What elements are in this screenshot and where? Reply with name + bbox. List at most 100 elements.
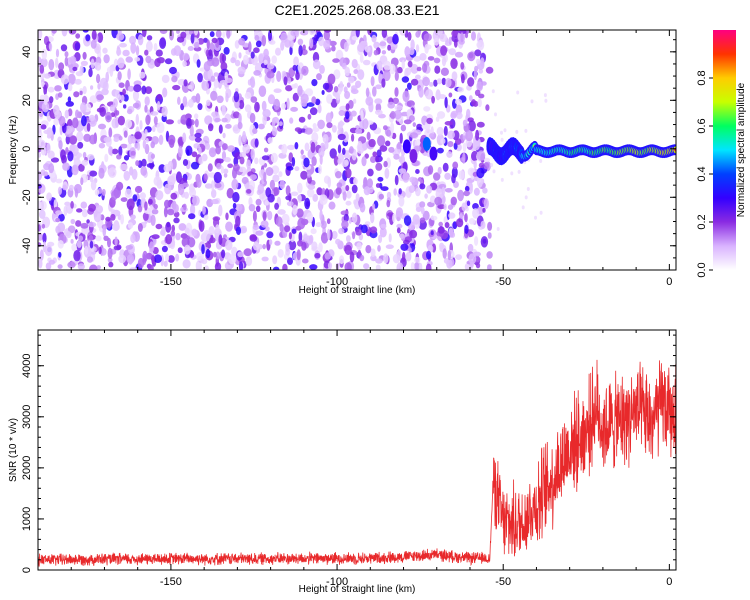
spectrogram-cell [464, 224, 469, 234]
spectrogram-cell [134, 57, 141, 62]
spectrogram-cell [169, 30, 174, 41]
spectrogram-cell [74, 188, 79, 198]
spectrogram-cell [419, 201, 426, 208]
spectrogram-cell [182, 60, 187, 67]
spectrogram-cell [65, 231, 72, 239]
spectrogram-cell [155, 223, 163, 230]
spectrogram-cell [136, 141, 141, 151]
spectrogram-cell [221, 117, 228, 123]
spectrogram-cell [257, 183, 264, 194]
spectrogram-cell [376, 60, 383, 71]
spectrogram-cell [60, 149, 66, 161]
spectrogram-cell [472, 208, 480, 219]
spectrogram-cell [290, 191, 299, 197]
spectrogram-cell [483, 157, 491, 163]
spectrogram-cell [119, 163, 128, 171]
spectrogram-cell [158, 164, 166, 173]
spectrogram-cell [323, 30, 330, 41]
spectrogram-cell [71, 243, 77, 252]
spectrogram-cell [378, 193, 384, 200]
spectrogram-cell [268, 40, 276, 45]
spectrogram-cell [284, 225, 291, 233]
spectrogram-cell [425, 263, 432, 270]
spectrogram-cell [433, 79, 438, 87]
spectrogram-cell [218, 124, 223, 134]
spectrogram-cell [335, 171, 342, 179]
spectrogram-cell [68, 225, 76, 234]
spectrogram-cell [328, 201, 336, 210]
spectrogram-cell [153, 254, 162, 263]
spectrogram-cell [274, 202, 279, 210]
spectrogram-cell [228, 254, 237, 265]
spectrogram-cell [441, 186, 445, 196]
spectrogram-cell [191, 151, 198, 158]
spectrogram-cell [54, 110, 62, 120]
snr-panel: -150 -100 -50 0 4000 3000 2000 1000 0 Height of… [8, 329, 677, 595]
spectrogram-cell [133, 84, 142, 93]
spectrogram-cell [300, 93, 309, 104]
spectrogram-cell [91, 30, 97, 41]
spectrogram-cell [98, 246, 102, 255]
spectrogram-cell [130, 42, 137, 54]
spectrogram-cell [148, 198, 153, 205]
spectrogram-cell [451, 173, 456, 184]
spectrogram-cell [186, 117, 192, 129]
spectrogram-cell [399, 233, 405, 239]
spectrogram-cell [230, 57, 236, 64]
spectrogram-cell [376, 149, 382, 158]
spectrogram-cell [98, 123, 106, 130]
snr-x-label: Height of straight line (km) [299, 584, 416, 595]
spectrogram-cell [211, 180, 215, 191]
spectrogram-cell [41, 101, 50, 113]
spectrogram-cell [226, 187, 234, 199]
spectrogram-cell [303, 157, 310, 168]
spectrogram-cell [290, 106, 298, 112]
spectrogram-cell [104, 153, 109, 163]
spectrogram-cell [332, 124, 337, 133]
spectrogram-cell [39, 64, 45, 74]
spectrogram-cell [394, 105, 403, 111]
spectrogram-cell [115, 110, 120, 116]
spectrogram-cell [144, 104, 148, 113]
spectrogram-cell [467, 243, 474, 253]
spectrogram-cell [65, 135, 71, 145]
spectrogram-cell [262, 211, 267, 221]
spectrogram-cell [161, 245, 168, 253]
colorbar-ticks: 0.0 0.2 0.4 0.6 0.8 [696, 70, 713, 278]
spectrogram-cell [322, 82, 330, 90]
spectrogram-cell [388, 146, 395, 153]
spectrogram-cell [90, 85, 94, 90]
spectrogram-cell [105, 216, 111, 222]
spectrogram-cell [370, 76, 375, 87]
spectrogram-cell [377, 135, 386, 147]
spectrogram-cell [246, 159, 252, 169]
spectrogram-cell [333, 86, 339, 93]
spectrogram-cell [266, 231, 274, 239]
spectrogram-cell [90, 39, 97, 49]
spectrogram-cell [171, 75, 178, 83]
spectrogram-cell [370, 248, 376, 257]
spectrogram-cell [413, 145, 422, 152]
spectrogram-cell [161, 226, 166, 237]
spectrogram-cell [156, 122, 165, 134]
spectrogram-cell [58, 62, 65, 71]
spectrogram-cell [287, 77, 292, 84]
spectrogram-cell [367, 168, 374, 177]
spectrogram-cell [135, 113, 139, 126]
spectrogram-cell [327, 73, 336, 85]
spectrogram-cell [77, 141, 84, 149]
x-tick-label: -50 [495, 276, 511, 288]
spectrogram-cell [126, 198, 135, 211]
spectrogram-cell [287, 257, 293, 266]
spectrogram-cell [114, 236, 118, 247]
spectrogram-cell [318, 36, 325, 47]
spectrogram-cell [178, 223, 187, 231]
spectrogram-cell [235, 215, 241, 227]
spectrogram-cell [350, 110, 357, 117]
spectrogram-cell [67, 83, 73, 92]
spectrogram-cell [194, 132, 202, 138]
spectrogram-cell [173, 217, 180, 224]
spectrogram-cell [132, 102, 140, 109]
spectrogram-cell [46, 192, 52, 202]
spectrogram-cell [297, 38, 304, 46]
